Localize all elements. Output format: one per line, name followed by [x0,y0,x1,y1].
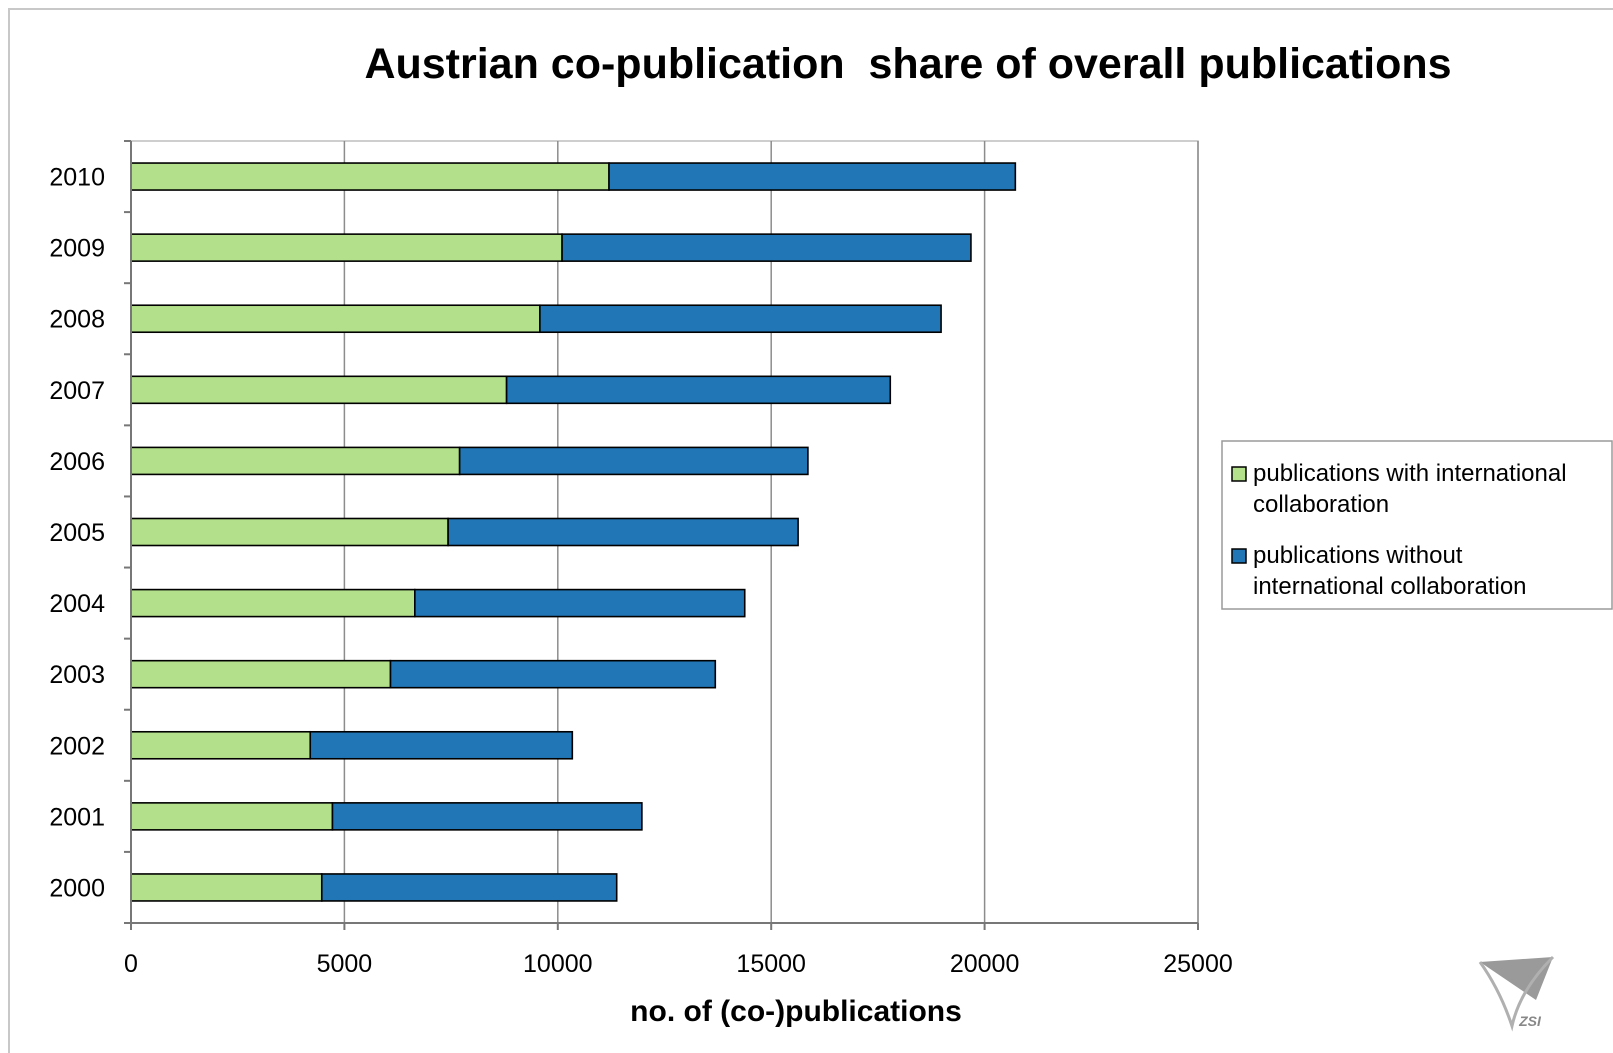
bar-2010-series-2 [608,162,1017,191]
bar-2001-series-1 [130,802,334,831]
bar-2006-series-1 [130,446,461,476]
legend-label-1: collaboration [1253,491,1389,518]
plot-area: 2010 2009 2008 2007 2006 2005 2004 2003 2002 2001… [49,140,1233,978]
y-tick-label: 2002 [49,732,105,760]
bar-2003-series-2 [389,659,717,689]
logo-swoosh-icon [1478,955,1555,1032]
legend: publications with international collabora… [1221,440,1613,610]
bar-2005-series-1 [130,517,449,547]
x-tick-label: 5000 [317,950,373,978]
bar-2002-series-2 [309,730,574,760]
x-tick-label: 10000 [523,950,593,978]
y-tick-label: 2004 [49,590,105,618]
y-tick-label: 2010 [49,164,105,192]
y-tick-label: 2003 [49,661,105,689]
bar-2000-series-2 [320,873,618,902]
legend-label-2: international collaboration [1253,573,1527,600]
x-axis-label: no. of (co-)publications [630,995,962,1028]
chart-frame [8,8,1613,1053]
bar-2002-series-1 [130,730,312,760]
bar-2008-series-2 [539,304,942,334]
y-tick-label: 2000 [49,874,105,902]
x-tick-label: 20000 [950,950,1020,978]
legend-swatch-1 [1231,466,1247,482]
logo-mark-icon [1480,957,1553,1000]
y-tick-label: 2007 [49,377,105,405]
bar-2007-series-1 [130,375,508,405]
bar-2009-series-1 [130,233,563,262]
y-tick-label: 2009 [49,235,105,263]
bar-2003-series-1 [130,659,392,689]
x-tick-label: 15000 [736,950,806,978]
bar-2010-series-1 [130,162,610,191]
y-tick-label: 2005 [49,519,105,547]
chart-title: Austrian co-publication share of overall… [364,40,1451,88]
x-tick-label: 0 [124,950,138,978]
legend-label-2: publications without [1253,542,1463,569]
zsi-logo: ZSI [1478,955,1555,1032]
bar-2004-series-2 [414,588,746,618]
bar-2001-series-2 [331,802,643,831]
y-tick-label: 2006 [49,448,105,476]
y-tick-label: 2001 [49,803,105,831]
x-tick-label: 25000 [1163,950,1233,978]
y-tick-label: 2008 [49,306,105,334]
bar-2004-series-1 [130,588,416,618]
bar-2008-series-1 [130,304,541,334]
bar-2005-series-2 [447,517,799,547]
legend-box [1221,440,1613,610]
bar-2007-series-2 [505,375,892,405]
legend-swatch-2 [1231,548,1247,564]
logo-text: ZSI [1518,1013,1542,1029]
legend-label-1: publications with international [1253,460,1567,487]
bar-2006-series-2 [458,446,809,476]
bar-2000-series-1 [130,873,323,902]
bar-2009-series-2 [561,233,972,262]
